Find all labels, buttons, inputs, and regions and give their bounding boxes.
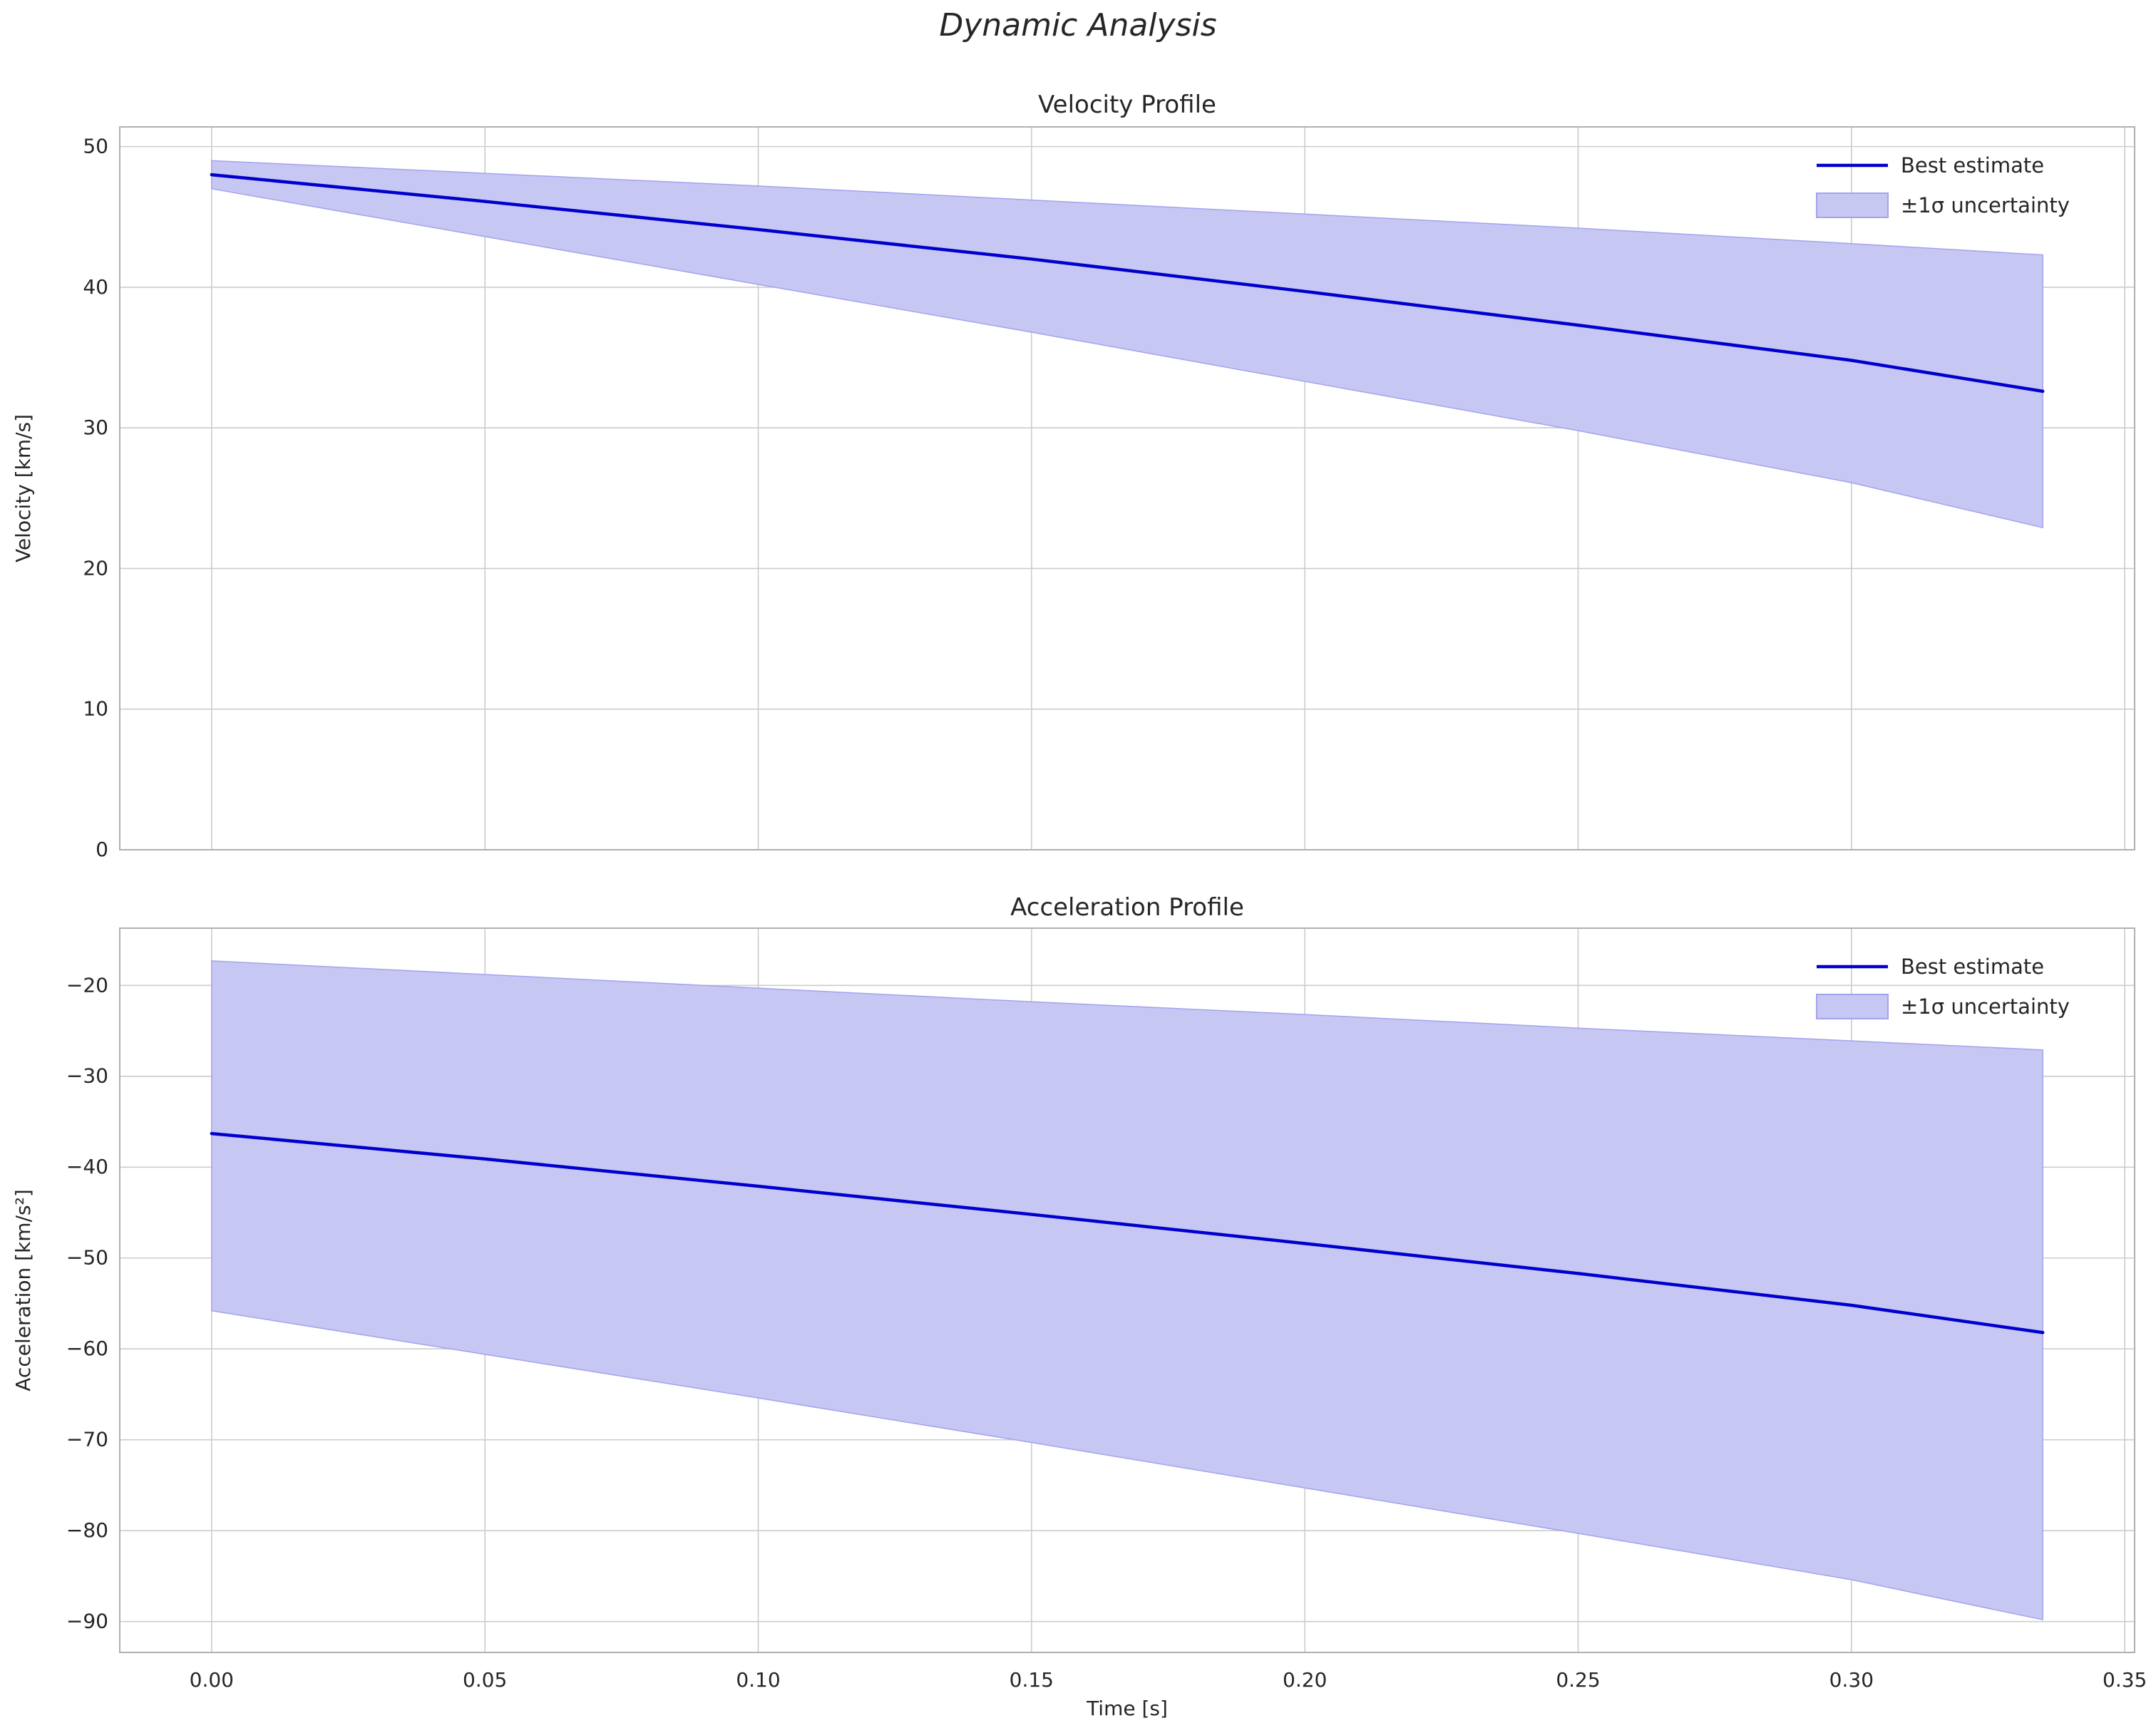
svg-text:0.20: 0.20 xyxy=(1283,1668,1327,1692)
x-axis-label: Time [s] xyxy=(1086,1697,1168,1720)
svg-text:10: 10 xyxy=(83,697,108,721)
svg-text:0.30: 0.30 xyxy=(1829,1668,1874,1692)
legend-band-sample xyxy=(1816,994,1889,1019)
uncertainty-band xyxy=(211,160,2043,529)
uncertainty-band xyxy=(211,960,2043,1621)
svg-text:0.25: 0.25 xyxy=(1556,1668,1600,1692)
velocity-profile-chart: 0 10 20 30 40 50 Velocity Profile Velocity [km/… xyxy=(11,91,2135,861)
svg-text:0.10: 0.10 xyxy=(736,1668,780,1692)
svg-text:−80: −80 xyxy=(66,1518,108,1542)
svg-text:−60: −60 xyxy=(66,1337,108,1360)
svg-text:−30: −30 xyxy=(66,1064,108,1088)
svg-text:±1σ uncertainty: ±1σ uncertainty xyxy=(1901,193,2070,217)
svg-text:−40: −40 xyxy=(66,1155,108,1178)
plot-border xyxy=(119,126,2135,850)
svg-text:−70: −70 xyxy=(66,1428,108,1451)
legend: Best estimate ±1σ uncertainty xyxy=(1816,153,2070,218)
svg-text:40: 40 xyxy=(83,275,108,299)
best-estimate-line xyxy=(210,1131,2045,1334)
y-axis-label: Acceleration [km/s²] xyxy=(11,1189,35,1391)
best-estimate-line xyxy=(210,173,2045,394)
svg-text:0.00: 0.00 xyxy=(190,1668,234,1692)
svg-text:0.15: 0.15 xyxy=(1010,1668,1054,1692)
y-tick-labels: −90 −80 −70 −60 −50 −40 −30 −20 xyxy=(66,973,108,1632)
y-tick-labels: 0 10 20 30 40 50 xyxy=(83,135,108,861)
svg-text:20: 20 xyxy=(83,556,108,580)
y-axis-label: Velocity [km/s] xyxy=(11,414,35,562)
legend: Best estimate ±1σ uncertainty xyxy=(1816,955,2070,1019)
svg-text:−50: −50 xyxy=(66,1246,108,1270)
plot-border xyxy=(119,927,2135,1653)
svg-text:−20: −20 xyxy=(66,973,108,997)
svg-text:50: 50 xyxy=(83,135,108,158)
legend-band-sample xyxy=(1816,192,1889,218)
svg-text:±1σ uncertainty: ±1σ uncertainty xyxy=(1901,994,2070,1019)
svg-text:Best estimate: Best estimate xyxy=(1901,955,2044,979)
subplot-title: Velocity Profile xyxy=(1038,91,1216,119)
svg-text:0.05: 0.05 xyxy=(463,1668,507,1692)
svg-text:0: 0 xyxy=(96,838,108,861)
x-tick-labels: 0.00 0.05 0.10 0.15 0.20 0.25 0.30 0.35 xyxy=(190,1668,2147,1692)
figure-title: Dynamic Analysis xyxy=(939,7,1217,43)
svg-text:Best estimate: Best estimate xyxy=(1901,153,2044,178)
svg-text:30: 30 xyxy=(83,416,108,439)
svg-text:−90: −90 xyxy=(66,1610,108,1633)
svg-text:0.35: 0.35 xyxy=(2103,1668,2147,1692)
subplot-title: Acceleration Profile xyxy=(1010,893,1244,922)
acceleration-profile-chart: −90 −80 −70 −60 −50 −40 −30 −20 0.00 0.05 0.10 0.15… xyxy=(11,893,2147,1720)
